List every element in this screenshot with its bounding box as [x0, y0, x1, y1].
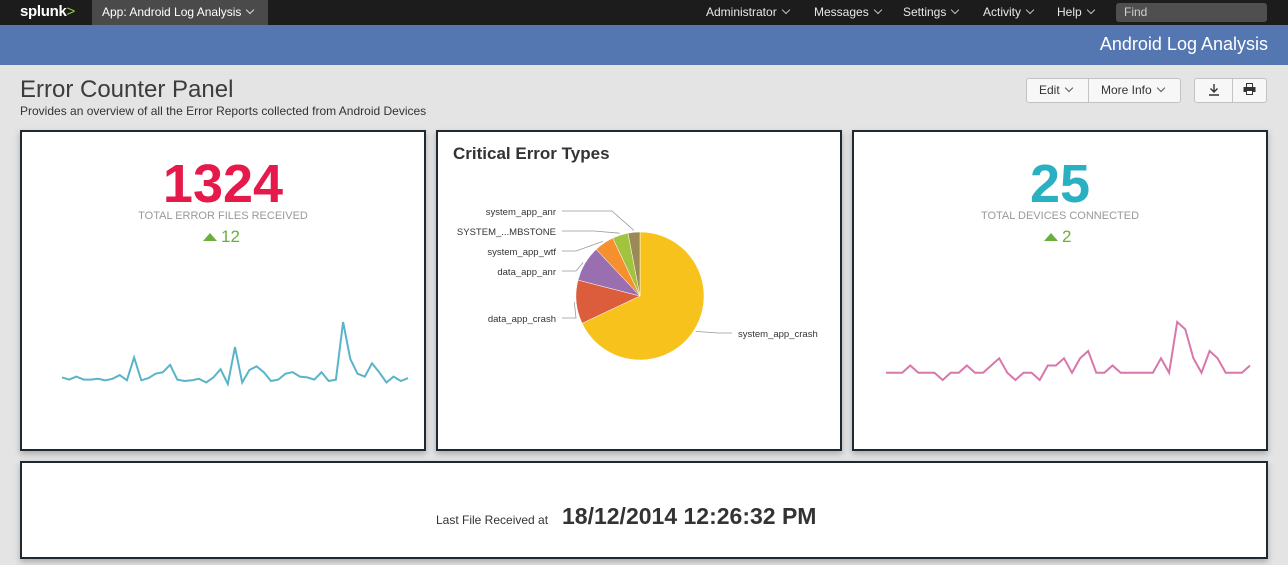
error-count-trend: 12 — [203, 227, 240, 247]
devices-panel: 25 TOTAL DEVICES CONNECTED 2 — [852, 130, 1268, 451]
pie-slice-label: system_app_anr — [486, 207, 556, 218]
sparkline-series — [61, 321, 409, 388]
more-info-label: More Info — [1101, 83, 1152, 97]
trend-up-icon — [1044, 233, 1058, 241]
chevron-down-icon — [1156, 83, 1165, 93]
nav-administrator[interactable]: Administrator — [706, 0, 790, 25]
edit-button[interactable]: Edit — [1026, 78, 1089, 103]
page-description: Provides an overview of all the Error Re… — [20, 104, 427, 118]
nav-messages[interactable]: Messages — [814, 0, 882, 25]
splunk-logo[interactable]: splunk> — [20, 3, 76, 20]
chevron-down-icon — [1064, 83, 1073, 93]
last-file-timestamp: 18/12/2014 12:26:32 PM — [562, 503, 817, 529]
chevron-down-icon — [951, 5, 960, 15]
device-count-trend: 2 — [1044, 227, 1071, 247]
trend-value: 2 — [1062, 227, 1072, 246]
pie-leader-line — [695, 331, 732, 334]
pie-slice[interactable] — [627, 231, 641, 297]
print-button[interactable] — [1232, 78, 1267, 103]
pie-leader-line — [562, 262, 584, 272]
edit-label: Edit — [1039, 83, 1060, 97]
app-title: Android Log Analysis — [1099, 34, 1268, 54]
pie-slice-label: system_app_crash — [738, 329, 818, 340]
device-count-value: 25 — [1029, 154, 1091, 214]
pie-slice-label: data_app_crash — [488, 314, 556, 325]
nav-label: Administrator — [706, 5, 777, 19]
trend-value: 12 — [221, 227, 240, 246]
app-menu-label: App: Android Log Analysis — [102, 5, 242, 19]
chevron-down-icon — [781, 5, 790, 15]
last-file-label: Last File Received at — [436, 513, 549, 527]
nav-label: Help — [1057, 5, 1082, 19]
trend-up-icon — [203, 233, 217, 241]
download-icon — [1208, 84, 1219, 96]
app-menu-dropdown[interactable]: App: Android Log Analysis — [92, 0, 268, 25]
nav-label: Activity — [983, 5, 1022, 19]
device-sparkline — [886, 320, 1251, 382]
chevron-down-icon — [873, 5, 882, 15]
chevron-down-icon — [246, 5, 255, 15]
error-count-label: TOTAL ERROR FILES RECEIVED — [138, 210, 308, 222]
chevron-down-icon — [1025, 5, 1035, 15]
sparkline-series — [886, 320, 1251, 382]
nav-settings[interactable]: Settings — [903, 0, 960, 25]
pie-slice[interactable] — [581, 231, 705, 361]
top-nav-bar: splunk> App: Android Log Analysis Admini… — [0, 0, 1288, 25]
pie-leader-line — [562, 302, 577, 319]
pie-leader-line — [562, 230, 620, 234]
critical-error-types-panel: Critical Error Types system_app_crash dat… — [436, 130, 842, 451]
pie-slice-label: data_app_anr — [497, 267, 556, 278]
critical-error-pie-chart[interactable]: system_app_crash data_app_crash data_app_a… — [438, 132, 840, 449]
nav-label: Settings — [903, 5, 947, 19]
pie-slice-label: SYSTEM_...MBSTONE — [457, 227, 556, 238]
error-files-panel: 1324 TOTAL ERROR FILES RECEIVED 12 — [20, 130, 426, 451]
last-file-panel: Last File Received at 18/12/2014 12:26:3… — [20, 461, 1268, 559]
panel-title: Critical Error Types — [453, 144, 610, 163]
chevron-down-icon — [1086, 5, 1095, 15]
error-sparkline — [61, 321, 409, 388]
nav-activity[interactable]: Activity — [983, 0, 1035, 25]
export-button[interactable] — [1194, 78, 1233, 103]
nav-label: Messages — [814, 5, 869, 19]
more-info-button[interactable]: More Info — [1088, 78, 1181, 103]
nav-help[interactable]: Help — [1057, 0, 1095, 25]
app-bar: Android Log Analysis — [0, 25, 1288, 65]
page-title: Error Counter Panel — [20, 76, 234, 103]
pie-slice-label: system_app_wtf — [487, 247, 556, 258]
pie-leader-line — [562, 241, 604, 252]
pie-leader-line — [562, 210, 635, 231]
device-count-label: TOTAL DEVICES CONNECTED — [980, 210, 1140, 222]
printer-icon — [1243, 83, 1256, 95]
find-input[interactable]: Find — [1116, 3, 1267, 22]
error-count-value: 1324 — [162, 154, 284, 214]
